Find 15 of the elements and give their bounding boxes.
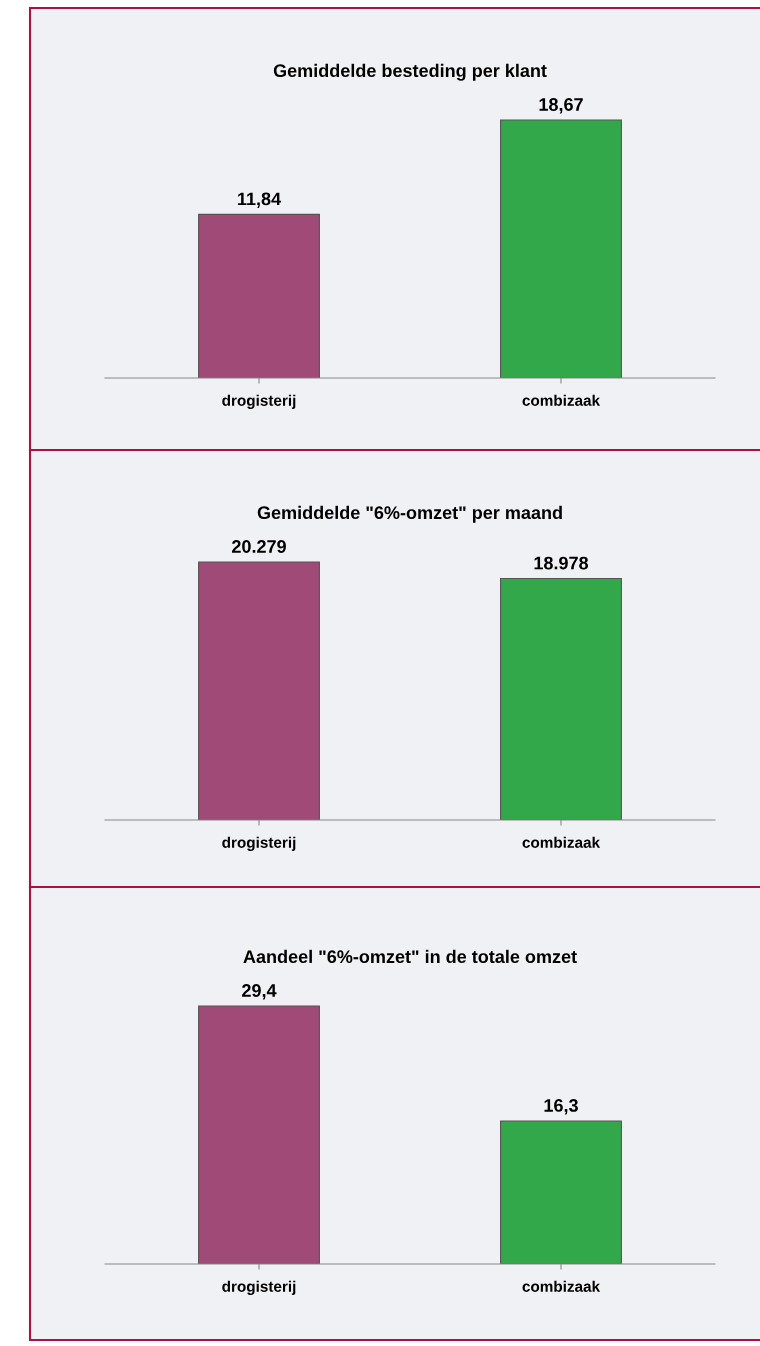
x-tick-label: combizaak: [522, 394, 601, 406]
data-label: 20.279: [232, 540, 286, 553]
chart-title: Aandeel "6%-omzet" in de totale omzet: [243, 949, 577, 964]
x-tick-label: drogisterij: [222, 1280, 296, 1295]
x-tick-label: combizaak: [522, 836, 601, 848]
data-label: 16,3: [544, 1099, 578, 1115]
data-label: 18,67: [539, 98, 583, 114]
x-tick-label: drogisterij: [222, 836, 296, 851]
data-label: 11,84: [238, 192, 282, 208]
x-tick-label: drogisterij: [222, 394, 296, 409]
chart-title: Gemiddelde besteding per klant: [273, 63, 547, 81]
chart-title: Gemiddelde "6%-omzet" per maand: [257, 505, 562, 523]
x-tick-label: combizaak: [522, 1280, 601, 1292]
data-label: 18.978: [534, 556, 589, 570]
data-label: 29,4: [242, 984, 277, 1000]
